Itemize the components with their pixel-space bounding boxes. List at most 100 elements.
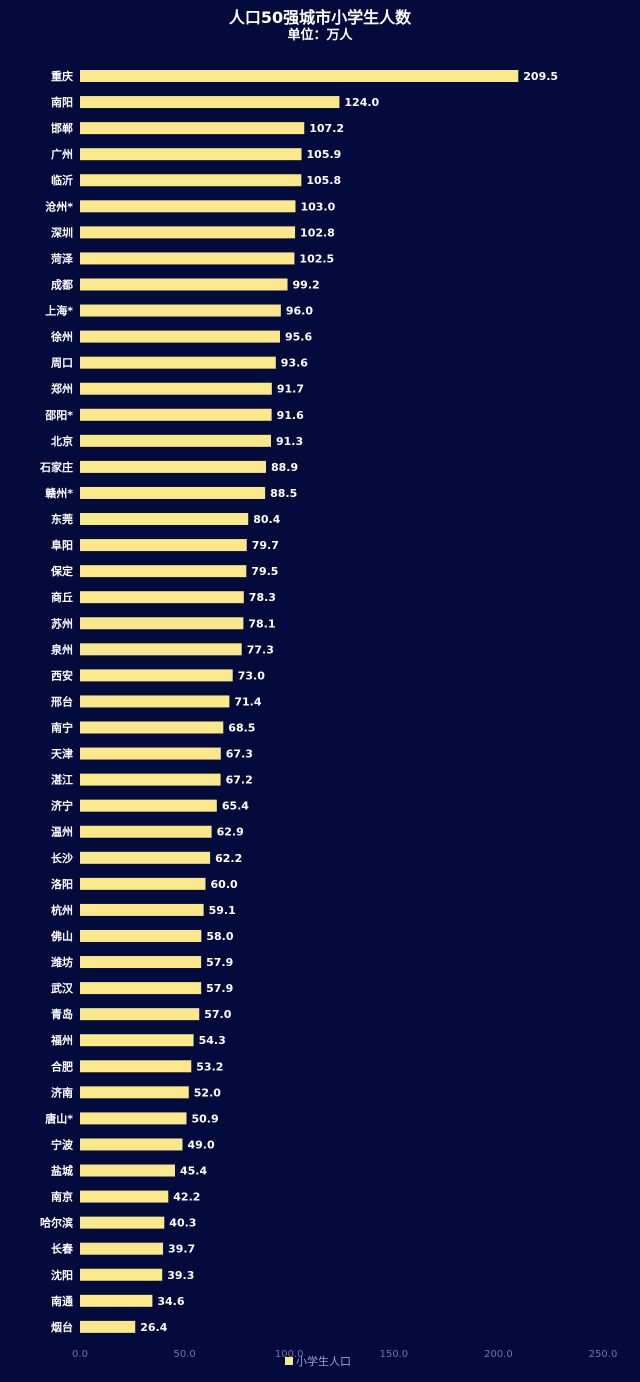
bar — [80, 486, 266, 499]
bar — [80, 96, 340, 109]
value-label: 91.6 — [277, 409, 304, 422]
value-label: 59.1 — [209, 904, 236, 917]
category-label: 保定 — [50, 564, 73, 578]
category-label: 北京 — [51, 434, 73, 448]
category-label: 菏泽 — [51, 251, 73, 265]
bar — [80, 278, 288, 291]
category-label: 福州 — [50, 1033, 73, 1047]
category-label: 商丘 — [51, 590, 73, 604]
value-label: 42.2 — [173, 1191, 200, 1204]
bar — [80, 773, 221, 786]
category-label: 广州 — [51, 147, 73, 161]
bar — [80, 695, 230, 708]
bar — [80, 825, 212, 838]
value-label: 58.0 — [206, 930, 233, 943]
value-label: 73.0 — [238, 669, 265, 682]
value-label: 57.0 — [204, 1008, 231, 1021]
value-label: 88.9 — [271, 461, 298, 474]
legend-swatch — [285, 1357, 293, 1365]
bar — [80, 669, 233, 682]
category-label: 济宁 — [51, 799, 73, 813]
x-tick-label: 100.0 — [275, 1349, 304, 1360]
bar — [80, 408, 272, 421]
bar — [80, 460, 266, 473]
category-label: 上海* — [45, 304, 73, 318]
value-label: 124.0 — [344, 96, 379, 109]
value-label: 71.4 — [234, 695, 261, 708]
bar — [80, 330, 280, 343]
value-label: 91.7 — [277, 383, 304, 396]
bar — [80, 1034, 194, 1047]
value-label: 95.6 — [285, 331, 312, 344]
category-label: 湛江 — [51, 773, 73, 787]
bar — [80, 956, 202, 969]
value-label: 209.5 — [523, 70, 558, 83]
value-label: 39.3 — [167, 1269, 194, 1282]
bar — [80, 591, 244, 604]
category-label: 南阳 — [51, 95, 73, 109]
category-label: 深圳 — [51, 225, 73, 239]
category-label: 哈尔滨 — [40, 1216, 73, 1230]
value-label: 96.0 — [286, 305, 313, 318]
category-label: 潍坊 — [51, 955, 73, 969]
category-label: 烟台 — [51, 1320, 73, 1334]
bar — [80, 382, 272, 395]
value-label: 34.6 — [157, 1295, 184, 1308]
bar — [80, 148, 302, 161]
x-tick-label: 250.0 — [589, 1349, 618, 1360]
category-label: 沈阳 — [51, 1268, 73, 1282]
bar — [80, 304, 281, 317]
bar — [80, 1164, 175, 1177]
x-axis-ticks: 0.0 50.0 100.0 150.0 200.0 250.0 — [72, 1349, 617, 1360]
bar — [80, 1216, 165, 1229]
category-label: 南京 — [51, 1190, 73, 1204]
category-label: 唐山* — [45, 1111, 73, 1125]
category-label: 周口 — [51, 357, 73, 370]
category-label: 济南 — [51, 1085, 73, 1099]
category-label: 宁波 — [51, 1137, 74, 1151]
category-label: 天津 — [51, 747, 73, 761]
value-label: 26.4 — [140, 1321, 167, 1334]
value-label: 105.9 — [307, 148, 342, 161]
value-label: 53.2 — [196, 1060, 223, 1073]
x-tick-label: 50.0 — [173, 1349, 195, 1360]
bar — [80, 1190, 169, 1203]
value-label: 103.0 — [300, 200, 335, 213]
category-label: 邢台 — [50, 694, 73, 708]
bar — [80, 122, 305, 135]
category-label: 杭州 — [51, 903, 73, 917]
value-label: 80.4 — [253, 513, 280, 526]
x-tick-label: 150.0 — [379, 1349, 408, 1360]
chart-subtitle: 单位：万人 — [287, 28, 353, 43]
bar — [80, 1086, 189, 1099]
bar — [80, 877, 206, 890]
value-label: 105.8 — [306, 174, 341, 187]
value-label: 62.9 — [217, 826, 244, 839]
bar — [80, 1268, 163, 1281]
bar — [80, 747, 221, 760]
value-label: 54.3 — [199, 1034, 226, 1047]
bar — [80, 434, 271, 447]
category-label: 东莞 — [51, 512, 73, 526]
bar — [80, 929, 202, 942]
category-label: 青岛 — [51, 1007, 73, 1021]
value-label: 93.6 — [281, 357, 308, 370]
chart-title: 人口50强城市小学生人数 — [228, 8, 412, 27]
value-label: 102.5 — [299, 252, 334, 265]
bar — [80, 721, 224, 734]
legend: 小学生人口 — [285, 1354, 351, 1368]
value-label: 40.3 — [169, 1217, 196, 1230]
bar — [80, 1138, 183, 1151]
value-label: 65.4 — [222, 800, 249, 813]
value-label: 62.2 — [215, 852, 242, 865]
category-label: 合肥 — [51, 1059, 73, 1073]
category-label: 临沂 — [51, 173, 73, 187]
category-label: 南通 — [51, 1294, 73, 1308]
category-label: 重庆 — [51, 69, 73, 83]
bar — [80, 982, 202, 995]
category-label: 武汉 — [51, 981, 74, 995]
category-label: 南宁 — [51, 721, 73, 735]
value-label: 39.7 — [168, 1243, 195, 1256]
